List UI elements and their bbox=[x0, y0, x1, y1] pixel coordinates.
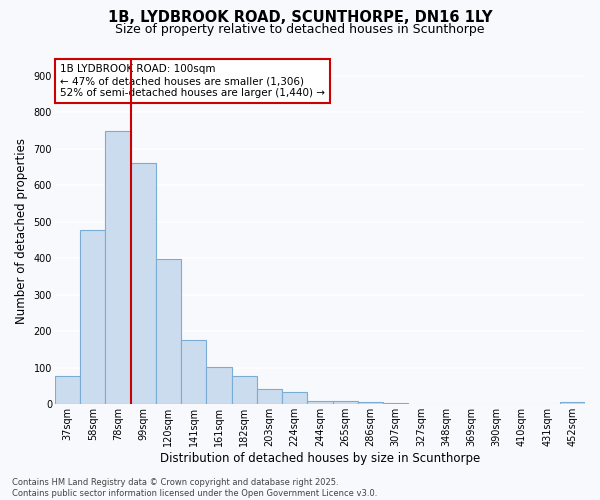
Text: Contains HM Land Registry data © Crown copyright and database right 2025.
Contai: Contains HM Land Registry data © Crown c… bbox=[12, 478, 377, 498]
Text: 1B, LYDBROOK ROAD, SCUNTHORPE, DN16 1LY: 1B, LYDBROOK ROAD, SCUNTHORPE, DN16 1LY bbox=[108, 10, 492, 25]
Bar bbox=[560, 402, 585, 404]
Text: Size of property relative to detached houses in Scunthorpe: Size of property relative to detached ho… bbox=[115, 22, 485, 36]
X-axis label: Distribution of detached houses by size in Scunthorpe: Distribution of detached houses by size … bbox=[160, 452, 480, 465]
Bar bbox=[307, 400, 332, 404]
Text: 1B LYDBROOK ROAD: 100sqm
← 47% of detached houses are smaller (1,306)
52% of sem: 1B LYDBROOK ROAD: 100sqm ← 47% of detach… bbox=[60, 64, 325, 98]
Bar bbox=[282, 392, 307, 404]
Bar bbox=[80, 230, 106, 404]
Bar bbox=[156, 259, 181, 404]
Bar bbox=[232, 376, 257, 404]
Bar bbox=[206, 367, 232, 405]
Bar bbox=[106, 130, 131, 404]
Bar bbox=[358, 402, 383, 404]
Bar bbox=[383, 403, 408, 404]
Bar bbox=[181, 340, 206, 404]
Bar bbox=[55, 376, 80, 404]
Bar bbox=[257, 388, 282, 404]
Bar bbox=[131, 164, 156, 404]
Bar bbox=[332, 400, 358, 404]
Y-axis label: Number of detached properties: Number of detached properties bbox=[15, 138, 28, 324]
